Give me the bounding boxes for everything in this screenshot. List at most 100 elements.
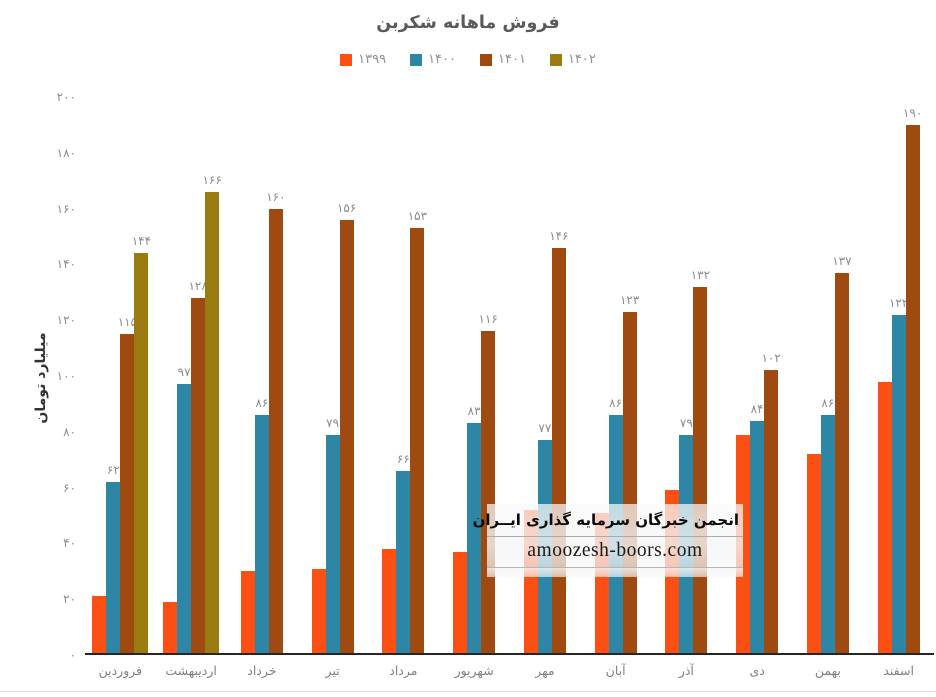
bar-series-۱۴۰۱-month-9: ۱۳۲ bbox=[691, 268, 710, 655]
bar-value-label: ۱۰۲ bbox=[761, 351, 781, 366]
y-tick-label: ۸۰ bbox=[63, 424, 76, 439]
bar-group-1: ۶۲ ۱۱۵ ۱۴۴ bbox=[85, 97, 156, 655]
bar-series-۱۴۰۱-month-6: ۱۱۶ bbox=[478, 312, 498, 655]
x-axis-line bbox=[85, 653, 934, 655]
y-tick-label: ۱۴۰ bbox=[56, 257, 76, 272]
y-tick-label: ۱۰۰ bbox=[56, 369, 76, 383]
watermark: انجمن خبرگان سرمایه گذاری ایــران amooze… bbox=[472, 504, 743, 577]
bar-series-۱۴۰۱-month-10: ۱۰۲ bbox=[761, 351, 781, 655]
bar-value-label: ۱۳۷ bbox=[832, 253, 852, 268]
bar-series-۱۴۰۱-month-2: ۱۲۸ bbox=[188, 279, 208, 655]
bar-series-۱۴۰۱-month-7: ۱۴۶ bbox=[549, 229, 569, 655]
bar-series-۱۴۰۰-month-4: ۷۹ bbox=[325, 416, 340, 655]
bar-group-4: ۷۹ ۱۵۶ bbox=[297, 97, 368, 655]
x-axis-label: فروردین bbox=[98, 663, 143, 678]
bar-series-۱۳۹۹-month-3 bbox=[240, 571, 255, 655]
x-axis-label: بهمن bbox=[814, 663, 841, 678]
bar-series-۱۴۰۰-month-11: ۸۶ bbox=[820, 396, 835, 655]
bar-value-label: ۶۶ bbox=[396, 451, 410, 466]
bar-value-label: ۸۶ bbox=[609, 396, 623, 411]
x-axis-label: مرداد bbox=[389, 663, 418, 678]
bar-value-label: ۱۴۶ bbox=[549, 228, 569, 243]
watermark-org-text: انجمن خبرگان سرمایه گذاری ایــران bbox=[472, 511, 739, 529]
bar-group-3: ۸۶ ۱۶۰ bbox=[227, 97, 298, 655]
plot-area: ۶۲ ۱۱۵ ۱۴۴ ۹۷ ۱۲۸ ۱۶۶ ۸۶ ۱۶۰ ۷۹ ۱۵۶ ۶۶ ۱۵۳ ۸۳ ۱۱۶ ۷۷ ۱۴… bbox=[85, 97, 934, 655]
bar-series-۱۴۰۰-month-1: ۶۲ bbox=[106, 463, 121, 655]
bar-series-۱۳۹۹-month-4 bbox=[311, 568, 326, 655]
bar-series-۱۳۹۹-month-10 bbox=[736, 434, 751, 655]
bar-group-10: ۸۴ ۱۰۲ bbox=[722, 97, 793, 655]
y-tick-label: ۰ bbox=[69, 648, 76, 662]
legend-label: ۱۴۰۰ bbox=[428, 52, 456, 67]
bar-series-۱۴۰۱-month-4: ۱۵۶ bbox=[337, 201, 356, 655]
bar-value-label: ۸۴ bbox=[750, 401, 764, 416]
bar-series-۱۳۹۹-month-5 bbox=[382, 548, 397, 655]
bar-value-label: ۱۵۶ bbox=[336, 200, 357, 215]
bar-series-۱۴۰۰-month-5: ۶۶ bbox=[396, 452, 411, 655]
bar-series-۱۴۰۱-month-3: ۱۶۰ bbox=[266, 190, 286, 655]
y-tick-label: ۶۰ bbox=[63, 480, 76, 495]
y-tick-label: ۱۶۰ bbox=[56, 201, 76, 216]
legend-item: ۱۳۹۹ bbox=[340, 52, 386, 67]
bar-series-۱۴۰۰-month-3: ۸۶ bbox=[254, 396, 269, 655]
bar-value-label: ۸۳ bbox=[467, 404, 481, 419]
x-axis-label: اسفند bbox=[883, 663, 914, 678]
bar-series-۱۳۹۹-month-1 bbox=[92, 596, 107, 655]
bar-value-label: ۸۶ bbox=[255, 396, 269, 411]
bar-series-۱۳۹۹-month-11 bbox=[806, 454, 821, 655]
bar-series-۱۴۰۱-month-8: ۱۲۳ bbox=[620, 293, 639, 655]
bar-value-label: ۱۲۳ bbox=[619, 292, 640, 307]
legend-item: ۱۴۰۲ bbox=[549, 52, 596, 67]
chart-title: فروش ماهانه شکربن bbox=[376, 13, 560, 33]
y-tick-label: ۲۰ bbox=[63, 592, 76, 607]
bar-series-۱۴۰۰-month-12: ۱۲۲ bbox=[889, 296, 908, 655]
bar-series-۱۴۰۰-month-10: ۸۴ bbox=[750, 402, 765, 655]
bar-series-۱۴۰۰-month-6: ۸۳ bbox=[467, 404, 482, 655]
y-tick-label: ۴۰ bbox=[63, 536, 76, 551]
legend-label: ۱۴۰۲ bbox=[567, 52, 596, 67]
bar-value-label: ۱۶۶ bbox=[202, 172, 222, 187]
bar-value-label: ۱۱۶ bbox=[478, 312, 498, 327]
legend-label: ۱۳۹۹ bbox=[358, 52, 387, 67]
legend-swatch-icon bbox=[480, 53, 492, 66]
bar-series-۱۳۹۹-month-6 bbox=[453, 551, 468, 655]
x-axis-labels: فروردین اردیبهشت خرداد تیر مرداد شهریور مهر آبا… bbox=[85, 663, 934, 678]
x-axis-label: تیر bbox=[325, 663, 340, 678]
plot-groups: ۶۲ ۱۱۵ ۱۴۴ ۹۷ ۱۲۸ ۱۶۶ ۸۶ ۱۶۰ ۷۹ ۱۵۶ ۶۶ ۱۵۳ ۸۳ ۱۱۶ ۷۷ ۱۴… bbox=[85, 97, 934, 655]
bar-series-۱۴۰۲-month-2: ۱۶۶ bbox=[202, 173, 222, 655]
bar-value-label: ۱۶۰ bbox=[266, 189, 286, 204]
y-axis-ticks: ۰ ۲۰ ۴۰ ۶۰ ۸۰ ۱۰۰ ۱۲۰ ۱۴۰ ۱۶۰ ۱۸۰ ۲۰۰ bbox=[0, 0, 76, 697]
bar-series-۱۴۰۱-month-1: ۱۱۵ bbox=[118, 315, 137, 655]
x-axis-label: اردیبهشت bbox=[165, 663, 217, 678]
bar-series-۱۳۹۹-month-2 bbox=[163, 602, 178, 655]
x-axis-label: آبان bbox=[605, 663, 626, 678]
bar-value-label: ۱۴۴ bbox=[131, 234, 152, 249]
legend-item: ۱۴۰۱ bbox=[480, 52, 526, 67]
bar-series-۱۴۰۰-month-2: ۹۷ bbox=[177, 365, 192, 655]
bar-series-۱۴۰۱-month-12: ۱۹۰ bbox=[903, 106, 922, 655]
bar-value-label: ۶۲ bbox=[106, 463, 120, 478]
bar-series-۱۴۰۱-month-5: ۱۵۳ bbox=[408, 209, 427, 655]
watermark-domain-text: amoozesh-boors.com bbox=[487, 536, 743, 568]
bar-value-label: ۱۳۲ bbox=[690, 267, 711, 282]
x-axis-label: آذر bbox=[678, 663, 694, 678]
bar-group-2: ۹۷ ۱۲۸ ۱۶۶ bbox=[156, 97, 227, 655]
bar-value-label: ۱۹۰ bbox=[902, 105, 923, 120]
bar-value-label: ۷۹ bbox=[679, 415, 693, 430]
bar-group-5: ۶۶ ۱۵۳ bbox=[368, 97, 439, 655]
bar-group-11: ۸۶ ۱۳۷ bbox=[793, 97, 864, 655]
x-axis-label: مهر bbox=[535, 663, 555, 678]
legend-swatch-icon bbox=[410, 53, 423, 66]
bar-series-۱۴۰۱-month-11: ۱۳۷ bbox=[832, 254, 852, 655]
legend: ۱۳۹۹ ۱۴۰۰ ۱۴۰۱ ۱۴۰۲ bbox=[0, 52, 936, 67]
bar-value-label: ۱۲۲ bbox=[888, 295, 909, 310]
x-axis-label: شهریور bbox=[454, 663, 494, 678]
y-tick-label: ۱۲۰ bbox=[56, 313, 76, 328]
legend-swatch-icon bbox=[340, 53, 353, 66]
legend-item: ۱۴۰۰ bbox=[410, 52, 456, 67]
bar-group-12: ۱۲۲ ۱۹۰ bbox=[863, 97, 934, 655]
bar-value-label: ۹۷ bbox=[177, 365, 191, 380]
bar-series-۱۳۹۹-month-12 bbox=[877, 381, 892, 655]
bar-value-label: ۱۲۸ bbox=[188, 278, 208, 293]
